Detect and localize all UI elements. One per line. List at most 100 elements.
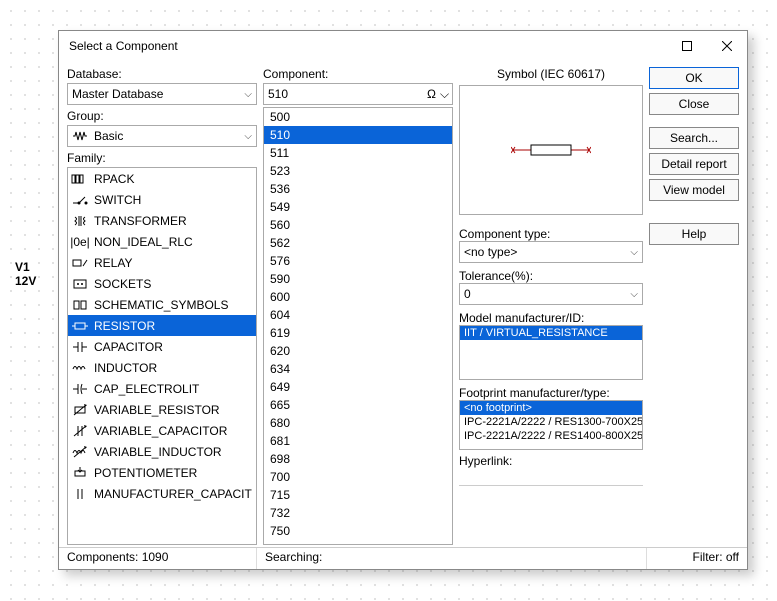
family-item-cap_electrolit[interactable]: CAP_ELECTROLIT <box>68 378 256 399</box>
component-item[interactable]: 750 <box>264 522 452 540</box>
status-component-count: Components: 1090 <box>59 548 257 569</box>
component-item[interactable]: 732 <box>264 504 452 522</box>
close-window-button[interactable] <box>707 32 747 60</box>
component-item[interactable]: 536 <box>264 180 452 198</box>
component-list[interactable]: 5005105115235365495605625765906006046196… <box>263 107 453 545</box>
maximize-button[interactable] <box>667 32 707 60</box>
family-item-label: SCHEMATIC_SYMBOLS <box>94 298 228 312</box>
var_res-icon <box>70 402 90 418</box>
mfr_cap-icon <box>70 486 90 502</box>
footprint-row[interactable]: IPC-2221A/2222 / RES1400-800X250 <box>460 429 642 443</box>
component-item[interactable]: 634 <box>264 360 452 378</box>
rpack-icon <box>70 171 90 187</box>
chevron-down-icon: ⌵ <box>630 247 638 258</box>
tolerance-label: Tolerance(%): <box>459 269 643 283</box>
status-bar: Components: 1090 Searching: Filter: off <box>59 547 747 569</box>
footprint-row[interactable]: <no footprint> <box>460 401 642 415</box>
family-item-label: NON_IDEAL_RLC <box>94 235 193 249</box>
component-item[interactable]: 604 <box>264 306 452 324</box>
component-item[interactable]: 523 <box>264 162 452 180</box>
inductor-icon <box>70 360 90 376</box>
model-mfr-list[interactable]: IIT / VIRTUAL_RESISTANCE <box>459 325 643 380</box>
ok-button[interactable]: OK <box>649 67 739 89</box>
component-item[interactable]: 649 <box>264 378 452 396</box>
help-button[interactable]: Help <box>649 223 739 245</box>
family-item-label: CAPACITOR <box>94 340 163 354</box>
family-item-schematic_symbols[interactable]: SCHEMATIC_SYMBOLS <box>68 294 256 315</box>
family-item-inductor[interactable]: INDUCTOR <box>68 357 256 378</box>
close-button[interactable]: Close <box>649 93 739 115</box>
var_cap-icon <box>70 423 90 439</box>
titlebar: Select a Component <box>59 31 747 61</box>
family-item-variable_resistor[interactable]: VARIABLE_RESISTOR <box>68 399 256 420</box>
family-item-variable_inductor[interactable]: VARIABLE_INDUCTOR <box>68 441 256 462</box>
hyperlink-field[interactable] <box>459 468 643 486</box>
footprint-row[interactable]: IPC-2221A/2222 / RES1300-700X250 <box>460 415 642 429</box>
family-item-non_ideal_rlc[interactable]: |0e| NON_IDEAL_RLC <box>68 231 256 252</box>
footprint-mfr-list[interactable]: <no footprint>IPC-2221A/2222 / RES1300-7… <box>459 400 643 450</box>
view-model-button[interactable]: View model <box>649 179 739 201</box>
family-item-potentiometer[interactable]: POTENTIOMETER <box>68 462 256 483</box>
family-item-relay[interactable]: RELAY <box>68 252 256 273</box>
pot-icon <box>70 465 90 481</box>
family-item-label: VARIABLE_CAPACITOR <box>94 424 227 438</box>
family-item-label: SWITCH <box>94 193 141 207</box>
buttons-column: OK Close Search... Detail report View mo… <box>649 67 739 545</box>
component-item[interactable]: 681 <box>264 432 452 450</box>
component-type-select[interactable]: <no type>⌵ <box>459 241 643 263</box>
family-item-label: RESISTOR <box>94 319 155 333</box>
component-item[interactable]: 600 <box>264 288 452 306</box>
model-row[interactable]: IIT / VIRTUAL_RESISTANCE <box>460 326 642 340</box>
sockets-icon <box>70 276 90 292</box>
family-item-variable_capacitor[interactable]: VARIABLE_CAPACITOR <box>68 420 256 441</box>
detail-report-button[interactable]: Detail report <box>649 153 739 175</box>
component-item[interactable]: 500 <box>264 108 452 126</box>
var_ind-icon <box>70 444 90 460</box>
family-item-resistor[interactable]: RESISTOR <box>68 315 256 336</box>
chevron-down-icon: ⌵ <box>244 89 252 100</box>
component-item[interactable]: 590 <box>264 270 452 288</box>
component-item[interactable]: 576 <box>264 252 452 270</box>
component-item[interactable]: 510 <box>264 126 452 144</box>
family-item-label: SOCKETS <box>94 277 151 291</box>
chevron-down-icon[interactable]: ⌵ <box>440 87 449 102</box>
component-item[interactable]: 665 <box>264 396 452 414</box>
component-item[interactable]: 562 <box>264 234 452 252</box>
family-list[interactable]: RPACK SWITCH TRANSFORMER |0e| NON_IDEAL_RLC R… <box>67 167 257 545</box>
dialog-title: Select a Component <box>69 39 667 53</box>
search-button[interactable]: Search... <box>649 127 739 149</box>
component-item[interactable]: 560 <box>264 216 452 234</box>
tolerance-select[interactable]: 0⌵ <box>459 283 643 305</box>
voltage-source-label: V1 12V <box>15 260 36 288</box>
resistor-symbol-icon <box>511 140 591 160</box>
nonideal-icon: |0e| <box>70 234 90 250</box>
family-item-rpack[interactable]: RPACK <box>68 168 256 189</box>
chevron-down-icon: ⌵ <box>630 289 638 300</box>
database-select[interactable]: Master Database⌵ <box>67 83 257 105</box>
family-item-capacitor[interactable]: CAPACITOR <box>68 336 256 357</box>
family-item-label: CAP_ELECTROLIT <box>94 382 199 396</box>
component-item[interactable]: 680 <box>264 414 452 432</box>
component-input[interactable] <box>268 87 423 101</box>
component-item[interactable]: 511 <box>264 144 452 162</box>
component-item[interactable]: 715 <box>264 486 452 504</box>
component-item[interactable]: 620 <box>264 342 452 360</box>
resistor-icon <box>70 318 90 334</box>
transformer-icon <box>70 213 90 229</box>
component-item[interactable]: 698 <box>264 450 452 468</box>
family-item-manufacturer_capacit[interactable]: MANUFACTURER_CAPACIT <box>68 483 256 504</box>
hyperlink-label: Hyperlink: <box>459 454 643 468</box>
capacitor-icon <box>70 339 90 355</box>
family-item-transformer[interactable]: TRANSFORMER <box>68 210 256 231</box>
group-select[interactable]: Basic ⌵ <box>67 125 257 147</box>
family-item-switch[interactable]: SWITCH <box>68 189 256 210</box>
symbol-label: Symbol (IEC 60617) <box>459 67 643 81</box>
family-item-sockets[interactable]: SOCKETS <box>68 273 256 294</box>
component-item[interactable]: 549 <box>264 198 452 216</box>
family-item-label: INDUCTOR <box>94 361 157 375</box>
right-column: Symbol (IEC 60617) Component type: <no t… <box>459 67 643 545</box>
component-item[interactable]: 619 <box>264 324 452 342</box>
component-item[interactable]: 700 <box>264 468 452 486</box>
select-component-dialog: Select a Component Database: Master Data… <box>58 30 748 570</box>
family-label: Family: <box>67 151 257 165</box>
